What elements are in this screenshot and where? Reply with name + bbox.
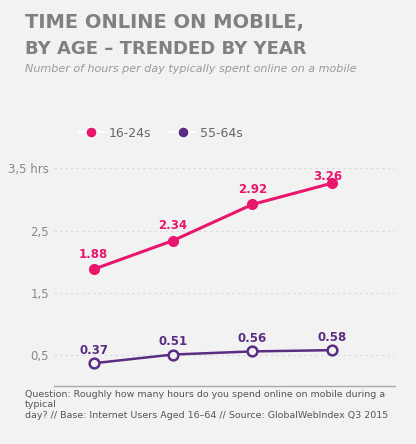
Text: 0.56: 0.56 [238, 332, 267, 345]
Legend: 16-24s, 55-64s: 16-24s, 55-64s [74, 122, 248, 145]
Text: 0.51: 0.51 [158, 335, 188, 348]
Text: 2.34: 2.34 [158, 219, 188, 233]
Text: 0.37: 0.37 [79, 344, 108, 357]
Text: 0.58: 0.58 [317, 331, 347, 344]
Text: Number of hours per day typically spent online on a mobile: Number of hours per day typically spent … [25, 64, 357, 75]
Text: 2.92: 2.92 [238, 183, 267, 196]
Text: BY AGE – TRENDED BY YEAR: BY AGE – TRENDED BY YEAR [25, 40, 307, 58]
Text: 1.88: 1.88 [79, 248, 109, 261]
Text: TIME ONLINE ON MOBILE,: TIME ONLINE ON MOBILE, [25, 13, 304, 32]
Text: 3.26: 3.26 [313, 170, 342, 183]
Text: Question: Roughly how many hours do you spend online on mobile during a typical
: Question: Roughly how many hours do you … [25, 390, 388, 420]
